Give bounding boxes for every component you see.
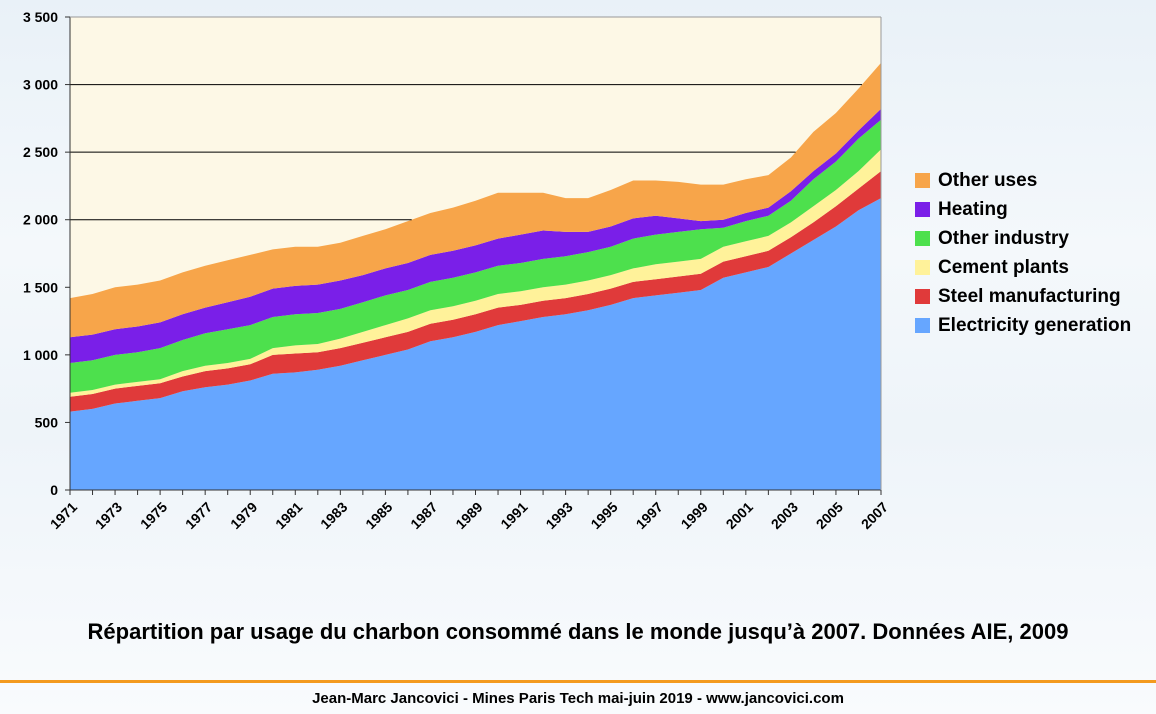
legend-swatch [915, 231, 930, 246]
legend-swatch [915, 289, 930, 304]
series-areas [70, 62, 881, 490]
legend-label: Heating [938, 198, 1008, 220]
legend-swatch [915, 260, 930, 275]
slide-footer: Jean-Marc Jancovici - Mines Paris Tech m… [312, 690, 844, 707]
legend-label: Cement plants [938, 256, 1069, 278]
footer-divider [0, 680, 1156, 683]
x-tick-label: 2007 [858, 499, 891, 532]
x-tick-label: 2003 [768, 499, 801, 532]
x-tick-label: 1973 [92, 499, 125, 532]
y-tick-label: 3 500 [23, 9, 58, 25]
gridlines [70, 84, 862, 221]
legend-label: Steel manufacturing [938, 285, 1121, 307]
x-tick-labels: 1971 1973 1975 1977 1979 1981 1983 1985 1987 1989… [47, 490, 891, 532]
series-area-other-uses [70, 62, 881, 338]
chart-legend: Other uses Heating Other industry Cement pl… [915, 166, 1131, 340]
x-tick-label: 1991 [497, 499, 530, 532]
legend-label: Other industry [938, 227, 1069, 249]
legend-item-cement-plants: Cement plants [915, 253, 1131, 282]
x-tick-label: 1999 [678, 499, 711, 532]
y-tick-label: 2 500 [23, 144, 58, 160]
x-tick-label: 1981 [272, 499, 305, 532]
x-tick-label: 2005 [813, 499, 846, 532]
legend-swatch [915, 202, 930, 217]
y-tick-label: 500 [35, 414, 59, 430]
legend-item-heating: Heating [915, 195, 1131, 224]
legend-item-other-industry: Other industry [915, 224, 1131, 253]
x-tick-label: 1993 [542, 499, 575, 532]
legend-swatch [915, 173, 930, 188]
legend-label: Other uses [938, 169, 1038, 191]
x-tick-label: 1975 [137, 499, 170, 532]
legend-item-steel-manufacturing: Steel manufacturing [915, 282, 1131, 311]
x-tick-label: 1995 [587, 499, 620, 532]
series-area-electricity-generation [70, 198, 881, 490]
x-tick-label: 1979 [227, 499, 260, 532]
x-tick-label: 1977 [182, 499, 215, 532]
x-tick-label: 1989 [452, 499, 485, 532]
series-area-other-industry [70, 119, 881, 393]
legend-swatch [915, 318, 930, 333]
legend-label: Electricity generation [938, 314, 1132, 336]
chart-caption: Répartition par usage du charbon consomm… [87, 619, 1069, 644]
series-area-heating [70, 108, 881, 364]
y-tick-label: 3 000 [23, 77, 58, 93]
legend-item-electricity-generation: Electricity generation [915, 311, 1131, 340]
series-area-steel-manufacturing [70, 171, 881, 412]
y-tick-label: 1 000 [23, 347, 58, 363]
x-tick-label: 1971 [47, 499, 80, 532]
x-tick-label: 1985 [362, 499, 395, 532]
x-tick-label: 2001 [723, 499, 756, 532]
y-tick-label: 1 500 [23, 279, 58, 295]
legend-item-other-uses: Other uses [915, 166, 1131, 195]
y-tick-label: 0 [50, 482, 58, 498]
y-tick-labels: 0 500 1 000 1 500 2 000 2 500 3 000 3 500 [23, 9, 70, 498]
x-tick-label: 1983 [317, 499, 350, 532]
x-tick-label: 1987 [407, 499, 440, 532]
y-tick-label: 2 000 [23, 212, 58, 228]
x-tick-label: 1997 [632, 499, 665, 532]
